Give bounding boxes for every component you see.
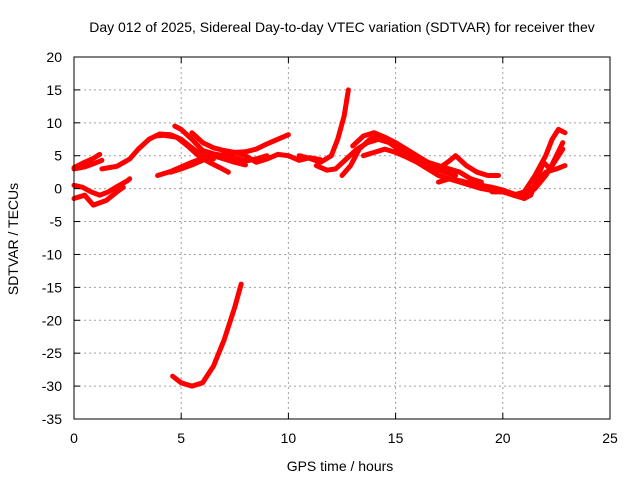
x-axis-label: GPS time / hours [287, 458, 394, 474]
series-arc11 [296, 87, 351, 165]
y-tick-label: -15 [42, 279, 62, 295]
x-tick-label: 10 [281, 430, 297, 446]
grid-lines [74, 57, 610, 419]
y-tick-label: 5 [54, 148, 62, 164]
y-tick-label: -25 [42, 345, 62, 361]
series-arc2 [71, 157, 105, 172]
series-arc14 [350, 130, 484, 185]
series-arc1 [71, 151, 103, 171]
y-tick-label: -35 [42, 411, 62, 427]
series-arc21 [170, 281, 244, 389]
y-tick-label: -10 [42, 246, 62, 262]
y-tick-label: -5 [50, 214, 63, 230]
x-tick-label: 15 [388, 430, 404, 446]
chart-title: Day 012 of 2025, Sidereal Day-to-day VTE… [89, 19, 595, 35]
axis-ticks: 0 5 10 15 20 25 -35 -30 -25 -20 -15 -10 -5 0 5 10 15 20 [42, 49, 618, 446]
y-tick-label: 20 [46, 49, 62, 65]
y-tick-label: -20 [42, 312, 62, 328]
x-tick-label: 20 [495, 430, 511, 446]
series-arc6 [153, 132, 231, 175]
series-arc4 [71, 184, 126, 208]
y-axis-label: SDTVAR / TECUs [5, 183, 21, 295]
y-tick-label: 10 [46, 115, 62, 131]
y-tick-label: 15 [46, 82, 62, 98]
series-arc3 [71, 176, 133, 198]
y-tick-label: -30 [42, 378, 62, 394]
x-tick-label: 0 [70, 430, 78, 446]
series-arc20 [521, 163, 568, 200]
series-arc17 [440, 153, 501, 178]
data-marks [71, 87, 568, 389]
series-arc10 [168, 149, 324, 175]
y-tick-label: 0 [54, 181, 62, 197]
x-tick-label: 5 [177, 430, 185, 446]
plot-border [73, 56, 611, 420]
series-arc19 [511, 126, 568, 198]
x-tick-label: 25 [602, 430, 618, 446]
